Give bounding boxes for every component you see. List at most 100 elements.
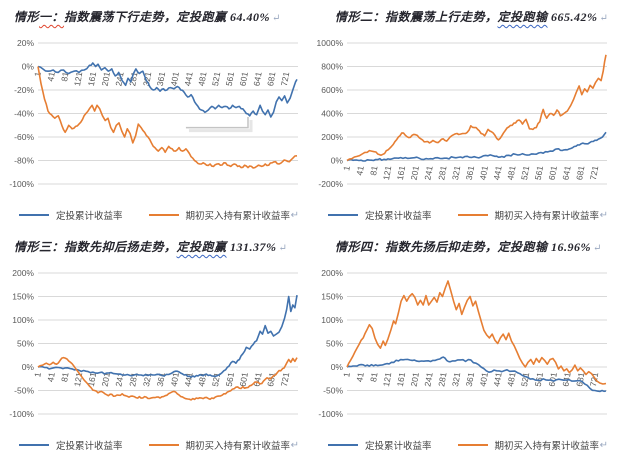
chart-title-scenario-3: 情形三：指数先抑后扬走势，定投跑赢 131.37% ↵ — [0, 230, 309, 260]
series-line-dca — [346, 131, 607, 162]
paragraph-mark: ↵ — [593, 243, 602, 254]
legend-item-buyhold: 期初买入持有累计收益率 — [148, 208, 291, 222]
y-axis-label: 20% — [17, 38, 34, 48]
y-axis-label: 600% — [321, 85, 343, 95]
x-axis-label: 681 — [574, 165, 586, 181]
chart-plot-scenario-3: 200% 150% 100% 50% 0% -50% -100% 1 41 81 121 161 201… — [0, 260, 309, 432]
chart-title-scenario-4: 情形四：指数先扬后抑走势，定投跑输 16.96% ↵ — [309, 230, 618, 260]
series-line-buyhold — [37, 66, 298, 169]
legend-label: 定投累计收益率 — [364, 211, 432, 222]
title-segment: 定投跑输 — [497, 10, 548, 24]
paragraph-mark: ↵ — [290, 440, 299, 451]
y-axis-label: 0% — [331, 362, 344, 372]
title-segment: 情形二：指数震荡上行走势， — [335, 10, 498, 24]
paragraph-mark: ↵ — [599, 13, 609, 24]
legend-item-dca: 定投累计收益率 — [18, 438, 123, 452]
y-axis-label: 200% — [12, 268, 34, 278]
line-chart-scenario-1: 20% 0% -20% -40% -60% -80% -100% 1 41 81 121 161 201… — [9, 38, 298, 189]
x-axis-label: 281 — [127, 371, 139, 387]
legend-label: 定投累计收益率 — [55, 211, 123, 222]
legend-label: 定投累计收益率 — [364, 441, 432, 452]
title-segment: 665.42% — [547, 10, 598, 24]
x-axis-label: 81 — [368, 165, 380, 176]
x-axis-label: 601 — [238, 371, 250, 387]
title-segment: 指数震荡下行走势，定投跑赢 64.40% — [64, 10, 271, 24]
y-axis-label: -100% — [318, 409, 343, 419]
x-axis-label: 681 — [265, 71, 277, 87]
x-axis-label: 121 — [72, 71, 84, 87]
x-axis-label: 601 — [547, 371, 559, 387]
y-axis-label: 150% — [12, 292, 34, 302]
chart-legend-scenario-4: 定投累计收益率 期初买入持有累计收益率 ↵ — [309, 432, 618, 458]
x-axis-label: 321 — [450, 371, 462, 387]
chart-plot-scenario-2: 1000% 800% 600% 400% 200% 0% -200% 1 41 81 121 161 2… — [309, 30, 618, 202]
y-axis-label: 0% — [22, 62, 35, 72]
x-axis-label: 601 — [547, 165, 559, 181]
chart-panel-scenario-1: 情形一：指数震荡下行走势，定投跑赢 64.40% ↵ 20% 0% -20% -40% -… — [0, 0, 309, 230]
x-axis-label: 201 — [409, 371, 421, 387]
y-axis-label: 150% — [321, 292, 343, 302]
y-axis-label: 200% — [321, 132, 343, 142]
y-axis-label: -200% — [318, 179, 343, 189]
y-axis-label: 0% — [22, 362, 35, 372]
y-axis-label: -20% — [14, 85, 34, 95]
x-axis-label: 1 — [32, 371, 43, 378]
x-axis-label: 641 — [251, 71, 263, 87]
title-segment: 131.37% — [226, 240, 277, 254]
y-axis-label: 50% — [17, 339, 34, 349]
legend-marker — [148, 444, 179, 446]
series-line-dca — [346, 356, 607, 393]
legend-marker — [18, 214, 49, 216]
legend-label: 期初买入持有累计收益率 — [494, 441, 600, 452]
legend-item-dca: 定投累计收益率 — [327, 438, 432, 452]
chart-plot-scenario-4: 200% 150% 100% 50% 0% -50% -100% 1 41 81 121 161 201… — [309, 260, 618, 432]
x-axis-label: 41 — [45, 371, 57, 382]
chart-plot-scenario-1: 20% 0% -20% -40% -60% -80% -100% 1 41 81 121 161 201… — [0, 30, 309, 202]
x-axis-label: 281 — [436, 165, 448, 181]
y-axis-label: -40% — [14, 109, 34, 119]
series-line-buyhold — [346, 54, 607, 162]
x-axis-label: 161 — [86, 71, 98, 87]
y-axis-label: 200% — [321, 268, 343, 278]
legend-item-dca: 定投累计收益率 — [18, 208, 123, 222]
x-axis-label: 561 — [533, 371, 545, 387]
legend-item-buyhold: 期初买入持有累计收益率 — [148, 438, 290, 452]
x-axis-label: 441 — [182, 71, 194, 87]
legend-label: 期初买入持有累计收益率 — [494, 211, 600, 222]
x-axis-label: 641 — [251, 371, 263, 387]
x-axis-label: 81 — [368, 371, 380, 382]
legend-label: 期初买入持有累计收益率 — [185, 211, 291, 222]
x-axis-label: 121 — [381, 165, 393, 181]
chart-panel-scenario-2: 情形二：指数震荡上行走势，定投跑输 665.42% ↵ 1000% 800% 600%… — [309, 0, 618, 230]
x-axis-label: 321 — [141, 371, 153, 387]
title-segment: 情形三：指数先抑后扬走势， — [14, 240, 177, 254]
chart-legend-scenario-1: 定投累计收益率 期初买入持有累计收益率 ↵ — [0, 202, 309, 228]
line-chart-scenario-3: 200% 150% 100% 50% 0% -50% -100% 1 41 81 121 161 201… — [9, 268, 298, 419]
y-axis-label: 1000% — [317, 38, 344, 48]
x-axis-label: 441 — [491, 371, 503, 387]
y-axis-label: 100% — [321, 315, 343, 325]
legend-item-buyhold: 期初买入持有累计收益率 — [457, 438, 600, 452]
y-axis-label: 50% — [326, 339, 343, 349]
x-axis-label: 1 — [32, 71, 43, 78]
x-axis-label: 601 — [238, 71, 250, 87]
legend-marker — [18, 444, 49, 446]
legend-marker — [457, 444, 488, 446]
x-axis-label: 41 — [45, 71, 57, 82]
x-axis-label: 721 — [279, 71, 291, 87]
x-axis-label: 481 — [196, 71, 208, 87]
legend-marker — [327, 214, 358, 216]
x-axis-label: 241 — [422, 165, 434, 181]
title-segment: 情形四：指数先扬后抑走势，定投跑输 16.96% — [335, 240, 591, 254]
x-axis-label: 41 — [354, 371, 366, 382]
y-axis-label: 400% — [321, 109, 343, 119]
x-axis-label: 201 — [100, 71, 112, 87]
x-axis-label: 121 — [72, 371, 84, 387]
x-axis-label: 41 — [354, 165, 366, 176]
x-axis-label: 561 — [224, 71, 236, 87]
x-axis-label: 441 — [182, 371, 194, 387]
chart-title-scenario-2: 情形二：指数震荡上行走势，定投跑输 665.42% ↵ — [309, 0, 618, 30]
title-segment: 情形 — [14, 10, 40, 24]
series-line-buyhold — [346, 280, 607, 385]
